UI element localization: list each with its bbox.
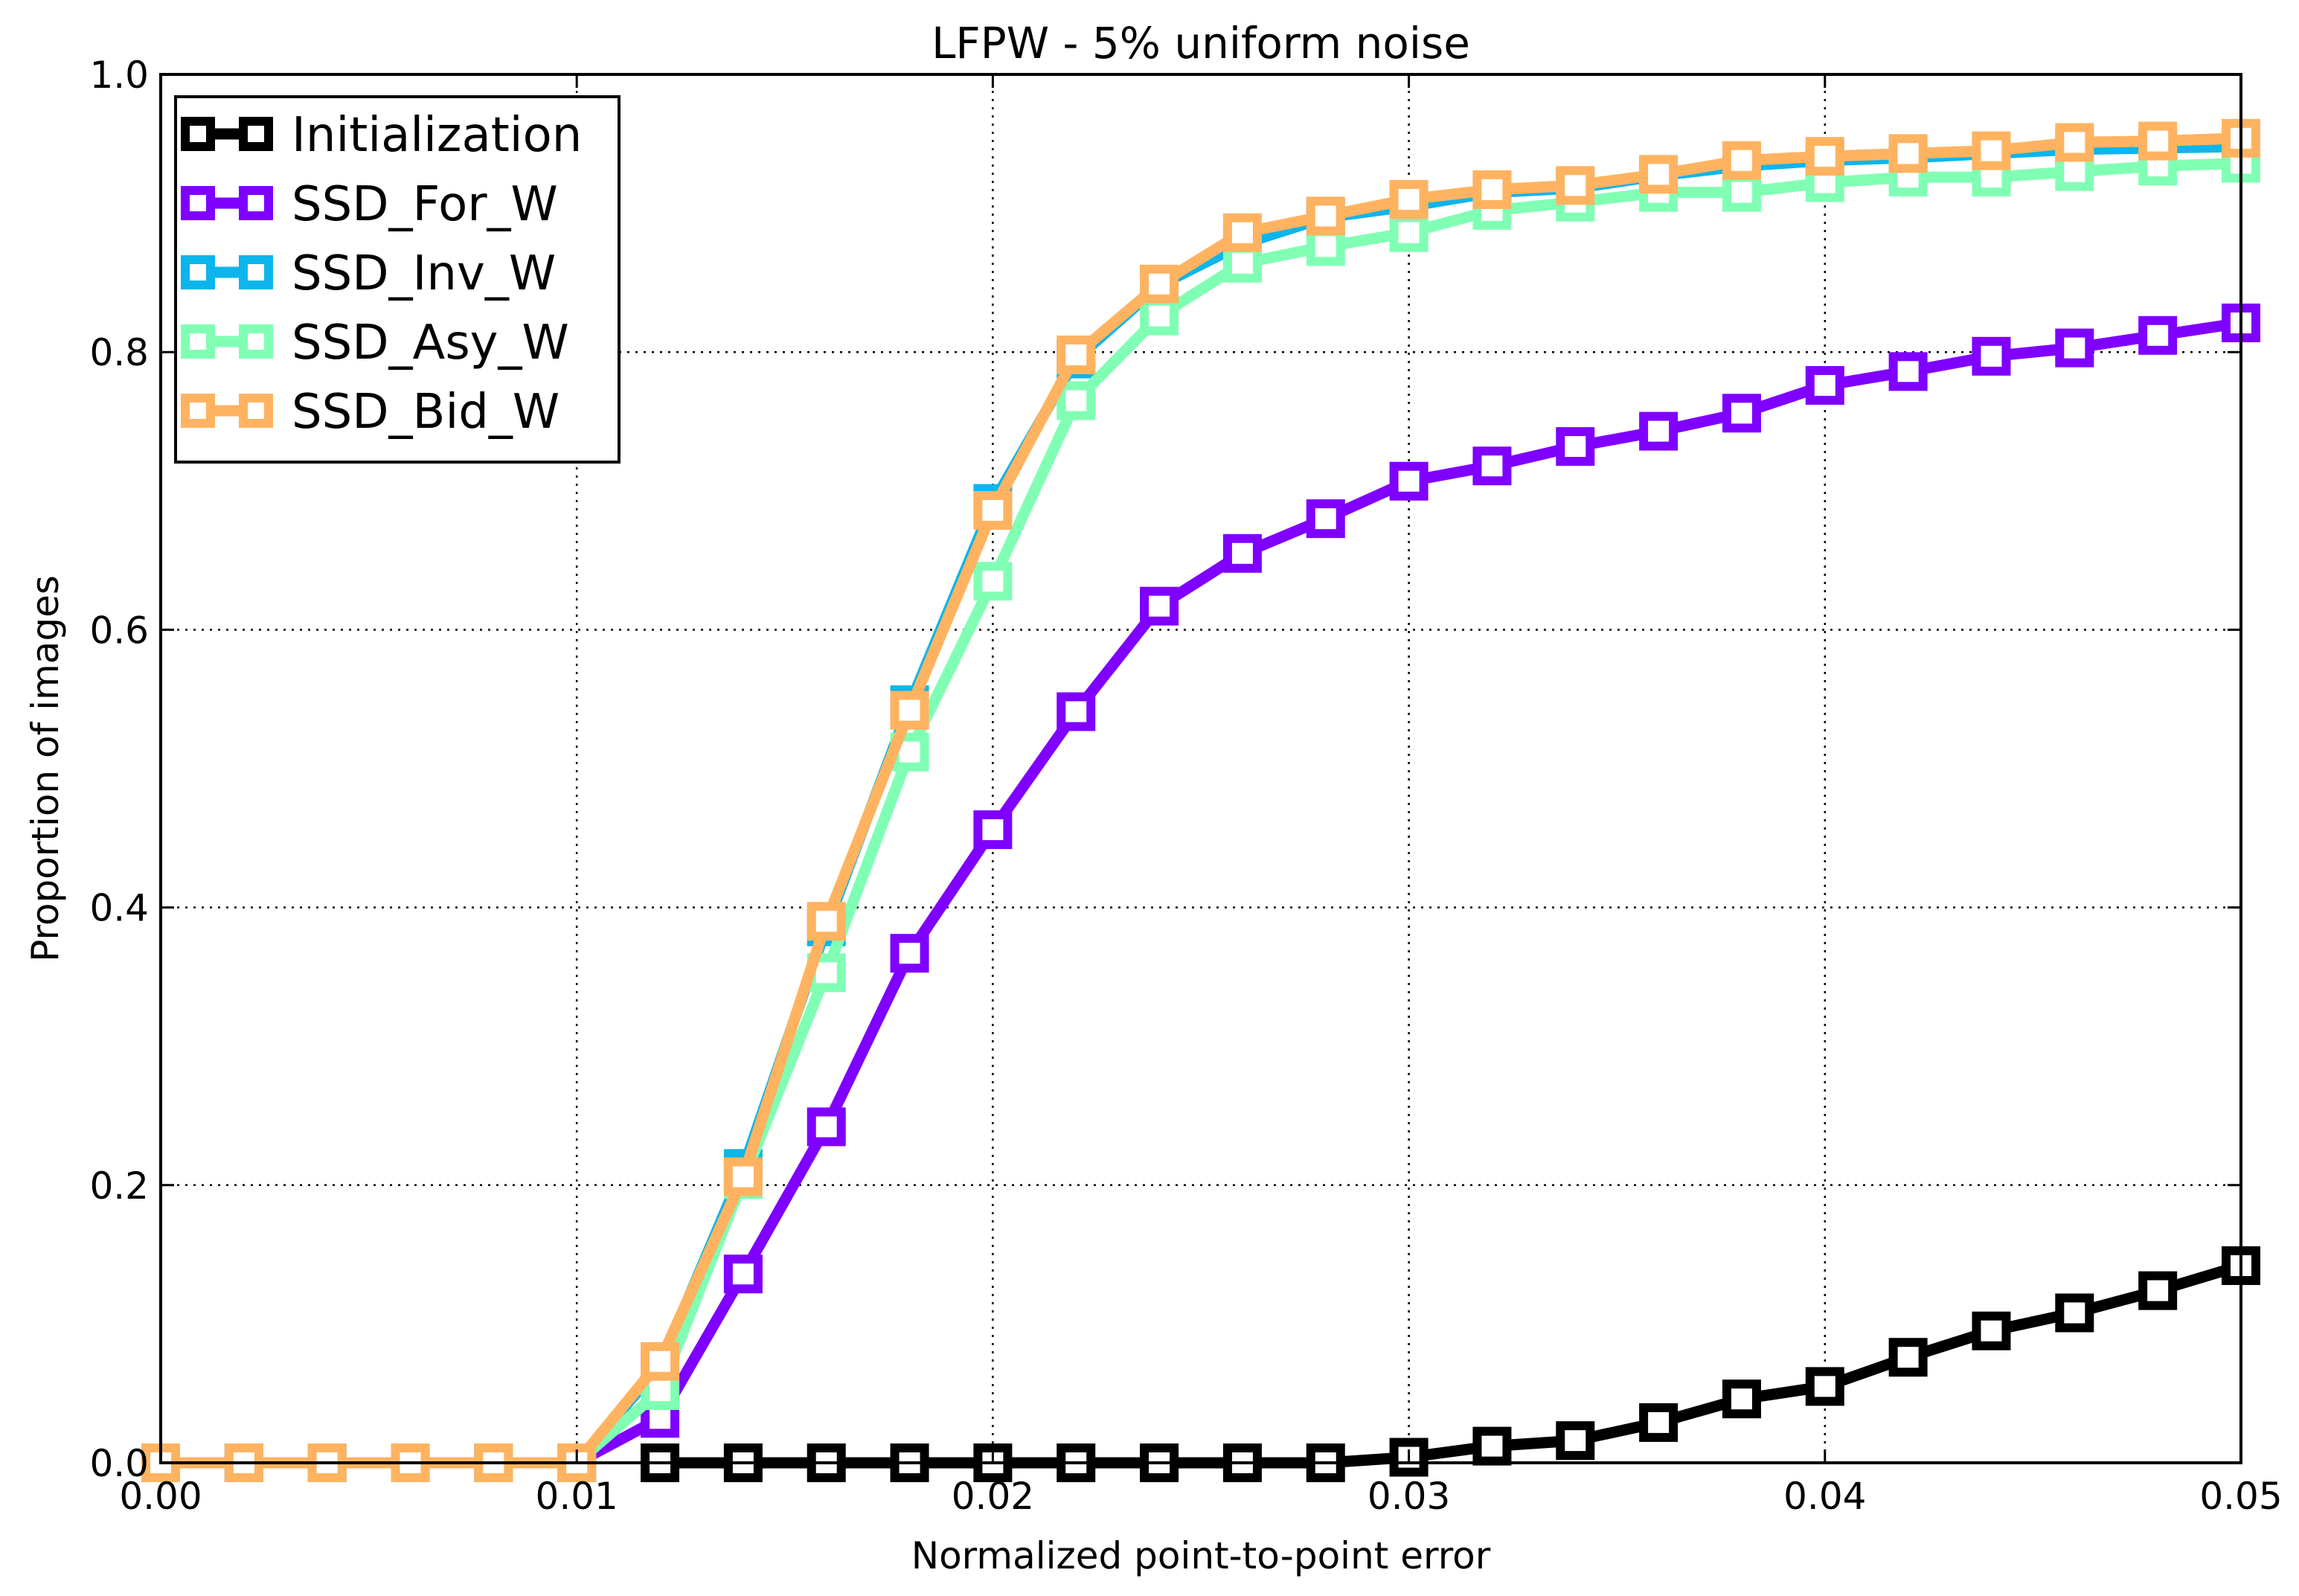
y-tick-label: 0.2 — [89, 1164, 149, 1208]
data-point — [1722, 394, 1761, 433]
data-point — [973, 810, 1013, 850]
data-point — [1639, 155, 1678, 194]
x-tick-label: 0.03 — [1367, 1475, 1450, 1518]
data-point — [2138, 315, 2178, 355]
data-point — [2055, 123, 2094, 162]
data-point — [1972, 336, 2011, 376]
data-point — [723, 1157, 763, 1196]
y-tick-label: 0.0 — [89, 1442, 149, 1485]
data-point — [1639, 411, 1678, 451]
data-point — [890, 690, 929, 730]
data-point — [1306, 196, 1345, 236]
data-point — [1389, 179, 1429, 219]
axis-ticks: 0.00 0.01 0.02 0.03 0.04 0.05 0.0 0.2 0.4 0.6 0.8 1… — [89, 54, 2282, 1518]
data-point — [1056, 692, 1096, 731]
series-initialization — [641, 1246, 2260, 1482]
data-point — [1056, 335, 1096, 374]
legend-marker — [239, 186, 273, 220]
data-point — [1472, 170, 1512, 209]
data-point — [1389, 461, 1429, 501]
data-point — [1556, 1421, 1595, 1461]
data-point — [1556, 166, 1595, 205]
data-point — [1140, 586, 1179, 626]
data-point — [807, 902, 846, 941]
legend-label: SSD_Asy_W — [292, 315, 569, 371]
y-tick-label: 1.0 — [89, 54, 149, 97]
legend-label: SSD_For_W — [292, 177, 558, 232]
data-point — [1556, 427, 1595, 467]
data-point — [973, 490, 1013, 530]
legend-marker — [181, 117, 215, 151]
chart-title: LFPW - 5% uniform noise — [932, 18, 1470, 68]
legend-marker — [239, 324, 273, 359]
data-point — [1972, 1311, 2011, 1350]
legend-item: Initialization — [181, 108, 582, 163]
data-point — [1056, 381, 1096, 420]
data-point — [641, 1342, 680, 1381]
data-point — [1888, 134, 1928, 173]
data-point — [1722, 141, 1761, 180]
x-tick-label: 0.00 — [119, 1475, 202, 1518]
y-tick-label: 0.6 — [89, 609, 149, 652]
x-tick-label: 0.04 — [1783, 1475, 1866, 1518]
data-point — [1722, 173, 1761, 212]
data-point — [1140, 264, 1179, 304]
plot-frame — [159, 73, 2242, 1464]
legend-marker — [239, 117, 273, 151]
data-point — [2055, 328, 2094, 368]
series-line — [660, 1260, 2243, 1469]
legend-marker — [181, 186, 215, 220]
data-point — [1888, 352, 1928, 391]
data-point — [890, 934, 929, 973]
series-line — [161, 317, 2242, 1469]
data-point — [807, 1107, 846, 1147]
legend-item: SSD_Inv_W — [181, 246, 556, 301]
data-point — [807, 953, 846, 993]
legend-label: SSD_Bid_W — [292, 385, 559, 440]
data-point — [1389, 213, 1429, 252]
data-point — [1306, 227, 1345, 266]
legend: Initialization SSD_For_W SSD_Inv_W SSD_Asy_… — [174, 95, 621, 464]
legend-item: SSD_For_W — [181, 177, 558, 232]
data-point — [1805, 137, 1844, 176]
data-point — [1140, 296, 1179, 336]
x-tick-label: 0.02 — [952, 1475, 1034, 1518]
data-point — [1805, 1367, 1844, 1406]
y-tick-label: 0.4 — [89, 887, 149, 930]
grid — [161, 74, 2241, 1463]
legend-marker — [239, 255, 273, 289]
data-point — [1222, 243, 1262, 283]
legend-marker — [181, 324, 215, 359]
data-point — [1472, 1426, 1512, 1466]
legend-item: SSD_Asy_W — [181, 315, 569, 371]
x-axis-label: Normalized point-to-point error — [911, 1534, 1491, 1577]
data-point — [723, 1254, 763, 1294]
data-point — [1222, 533, 1262, 573]
x-tick-label: 0.05 — [2199, 1475, 2282, 1518]
data-point — [1222, 213, 1262, 252]
data-point — [1972, 131, 2011, 170]
series-ssd-for-w — [141, 304, 2260, 1482]
legend-item: SSD_Bid_W — [181, 385, 559, 440]
data-point — [1722, 1379, 1761, 1419]
legend-marker — [181, 255, 215, 289]
data-point — [1805, 365, 1844, 405]
x-tick-label: 0.01 — [536, 1475, 618, 1518]
legend-label: Initialization — [292, 108, 582, 163]
y-axis-label: Proportion of images — [24, 575, 67, 962]
data-point — [973, 562, 1013, 601]
data-point — [1472, 446, 1512, 486]
data-point — [1639, 1403, 1678, 1442]
data-point — [1306, 499, 1345, 539]
data-point — [2055, 1293, 2094, 1333]
legend-label: SSD_Inv_W — [292, 246, 556, 301]
data-point — [2138, 121, 2178, 161]
y-tick-label: 0.8 — [89, 331, 149, 374]
data-point — [2138, 1271, 2178, 1310]
legend-marker — [239, 394, 273, 428]
data-point — [1888, 1338, 1928, 1377]
legend-marker — [181, 394, 215, 428]
